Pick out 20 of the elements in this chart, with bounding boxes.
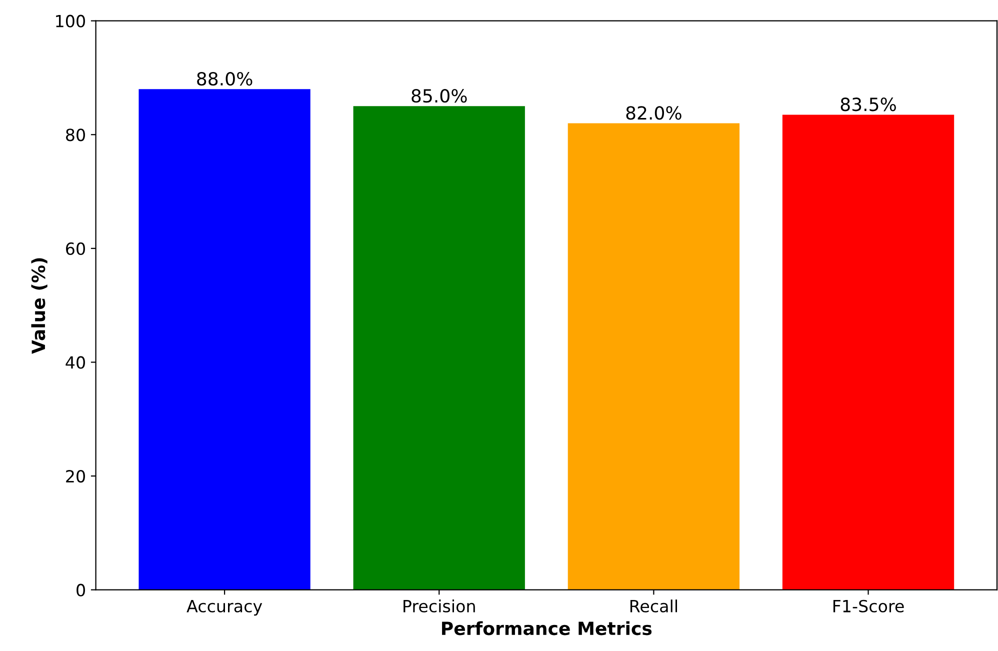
bar xyxy=(568,123,740,590)
x-tick-label: F1-Score xyxy=(833,600,904,612)
y-axis-title: Value (%) xyxy=(31,258,48,354)
x-tick-label: Recall xyxy=(630,600,677,612)
y-tick-label: 80 xyxy=(66,128,85,142)
y-tick-label: 100 xyxy=(56,14,85,28)
data-label: 85.0% xyxy=(412,89,467,103)
x-tick-label: Precision xyxy=(404,600,475,612)
bar xyxy=(138,89,310,590)
y-tick-label: 40 xyxy=(66,356,85,369)
bar xyxy=(353,106,525,590)
data-label: 82.0% xyxy=(626,106,682,120)
x-tick-label: Accuracy xyxy=(186,600,262,616)
x-axis-title: Performance Metrics xyxy=(442,621,652,636)
y-tick-label: 60 xyxy=(66,242,85,255)
data-label: 83.5% xyxy=(840,98,896,112)
y-tick-label: 0 xyxy=(76,584,85,596)
y-tick-label: 20 xyxy=(66,470,85,483)
data-label: 88.0% xyxy=(197,72,252,86)
bar xyxy=(782,114,954,590)
